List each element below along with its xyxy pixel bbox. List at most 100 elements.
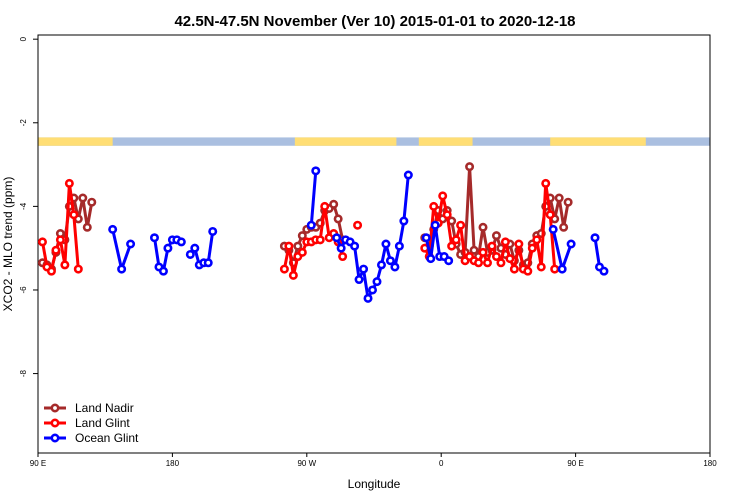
data-point — [447, 241, 457, 251]
data-point — [149, 233, 159, 243]
data-point — [350, 241, 360, 251]
data-point — [399, 216, 409, 226]
data-point — [293, 241, 303, 251]
x-tick-label: 180 — [703, 459, 717, 468]
data-point — [117, 264, 127, 274]
data-point — [509, 264, 519, 274]
x-axis-label: Longitude — [348, 477, 401, 491]
data-point — [385, 256, 395, 266]
data-point — [536, 262, 546, 272]
data-point — [487, 241, 497, 251]
y-tick-label: -8 — [19, 369, 28, 377]
data-point — [559, 222, 569, 232]
data-point — [442, 210, 452, 220]
data-point — [208, 226, 218, 236]
data-point — [69, 210, 79, 220]
legend-label: Land Nadir — [75, 401, 134, 415]
data-point — [566, 239, 576, 249]
data-point — [532, 235, 542, 245]
land-band — [550, 137, 646, 146]
x-tick-label: 90 E — [567, 459, 583, 468]
data-point — [438, 191, 448, 201]
data-point — [474, 258, 484, 268]
data-point — [336, 243, 346, 253]
chart-title: 42.5N-47.5N November (Ver 10) 2015-01-01… — [174, 13, 575, 30]
data-point — [363, 293, 373, 303]
data-point — [505, 254, 515, 264]
data-point — [368, 285, 378, 295]
data-point — [444, 256, 454, 266]
data-point — [482, 258, 492, 268]
data-point — [403, 170, 413, 180]
data-point — [430, 220, 440, 230]
data-point — [297, 247, 307, 257]
data-point — [320, 201, 330, 211]
data-point — [478, 222, 488, 232]
data-point — [306, 220, 316, 230]
data-point — [203, 258, 213, 268]
data-point — [55, 235, 65, 245]
legend-label: Ocean Glint — [75, 431, 139, 445]
legend-label: Land Glint — [75, 416, 130, 430]
x-tick-label: 0 — [439, 459, 444, 468]
data-point — [514, 239, 524, 249]
land-band — [294, 137, 397, 146]
data-point — [190, 243, 200, 253]
legend-marker — [50, 433, 60, 443]
data-point — [541, 178, 551, 188]
data-point — [297, 231, 307, 241]
data-point — [353, 220, 363, 230]
data-point — [478, 247, 488, 257]
data-point — [372, 277, 382, 287]
data-point — [82, 222, 92, 232]
data-point — [376, 260, 386, 270]
y-tick-label: -4 — [19, 202, 28, 210]
x-axis: 90 E 180 90 W 0 90 E 180 — [30, 453, 717, 468]
data-point — [315, 235, 325, 245]
data-point — [500, 237, 510, 247]
x-tick-label: 180 — [166, 459, 180, 468]
data-point — [527, 243, 537, 253]
data-point — [60, 260, 70, 270]
data-point — [381, 239, 391, 249]
data-point — [590, 233, 600, 243]
data-point — [496, 258, 506, 268]
data-point — [73, 264, 83, 274]
land-sea-strip — [38, 137, 710, 146]
series-1 — [37, 178, 560, 280]
data-point — [329, 199, 339, 209]
data-point — [288, 270, 298, 280]
y-tick-label: 0 — [19, 36, 28, 41]
data-point — [545, 210, 555, 220]
data-point — [456, 220, 466, 230]
data-point — [284, 241, 294, 251]
data-point — [332, 233, 342, 243]
data-point — [176, 237, 186, 247]
y-axis-label: XCO2 - MLO trend (ppm) — [1, 177, 15, 312]
data-point — [64, 178, 74, 188]
data-point — [185, 249, 195, 259]
data-point — [78, 193, 88, 203]
data-point — [421, 233, 431, 243]
data-point — [465, 162, 475, 172]
y-axis: 0 -2 -4 -6 -8 — [19, 36, 38, 377]
land-band — [38, 137, 113, 146]
data-point — [394, 241, 404, 251]
data-point — [523, 266, 533, 276]
data-point — [126, 239, 136, 249]
data-point — [158, 266, 168, 276]
data-point — [557, 264, 567, 274]
data-point — [333, 214, 343, 224]
data-point — [491, 231, 501, 241]
data-point — [469, 245, 479, 255]
data-point — [548, 224, 558, 234]
series-line — [309, 170, 318, 226]
data-point — [563, 197, 573, 207]
data-point — [51, 245, 61, 255]
data-point — [46, 266, 56, 276]
data-point — [163, 243, 173, 253]
plot-frame — [37, 34, 711, 454]
data-point — [491, 252, 501, 262]
data-point — [87, 197, 97, 207]
